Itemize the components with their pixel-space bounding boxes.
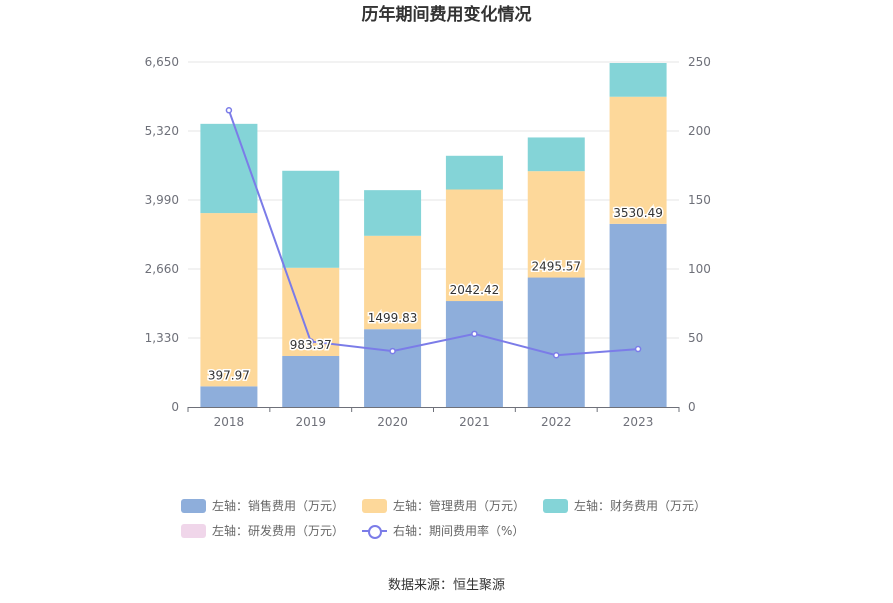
bar-segment-series-2: [200, 123, 258, 214]
right-tick-label: 50: [688, 331, 703, 345]
x-tick-label: 2021: [459, 415, 490, 429]
bar-segment-series-1: [445, 189, 503, 302]
bar-segment-series-2: [527, 137, 585, 172]
bar-segment-series-2: [364, 190, 422, 236]
left-axis-ticks: 0 1,330 2,660 3,990 5,320 6,650: [145, 55, 179, 414]
rate-point: [389, 347, 396, 355]
legend-label-rate: 右轴：期间费用率（%）: [393, 524, 525, 538]
legend-swatch-admin: [362, 498, 387, 513]
left-tick-label: 1,330: [145, 331, 179, 345]
grid-lines: [188, 61, 679, 339]
bar-segment-series-1: [200, 213, 258, 387]
data-source-note: 数据来源：恒生聚源: [387, 578, 505, 593]
left-tick-label: 6,650: [145, 55, 179, 69]
rate-point: [307, 338, 314, 345]
x-tick-label: 2023: [623, 415, 654, 429]
rate-point: [634, 345, 642, 353]
bar-segment-series-0: [200, 386, 258, 407]
sales-data-label: 397.97: [208, 368, 250, 382]
legend-label-rnd: 左轴：研发费用（万元）: [212, 524, 345, 538]
right-axis-ticks: 0 50 100 150 200 250: [688, 55, 711, 414]
bar-segment-series-2: [445, 155, 503, 190]
left-tick-label: 5,320: [145, 124, 179, 138]
bar-segment-series-0: [609, 223, 667, 407]
right-tick-label: 150: [688, 193, 711, 207]
bar-segment-series-0: [445, 301, 503, 407]
sales-data-label: 2495.57: [531, 260, 581, 274]
legend-item-admin[interactable]: 左轴：管理费用（万元）: [362, 497, 525, 514]
rate-line-series: [225, 107, 642, 359]
legend-label-finance: 左轴：财务费用（万元）: [574, 499, 707, 513]
bar-segment-series-2: [609, 63, 667, 97]
bar-segment-series-0: [364, 329, 422, 407]
right-tick-label: 200: [688, 124, 711, 138]
sales-data-label: 983.37: [290, 338, 332, 352]
legend-label-admin: 左轴：管理费用（万元）: [393, 499, 526, 513]
legend-label-sales: 左轴：销售费用（万元）: [212, 499, 345, 513]
x-tick-label: 2022: [541, 415, 572, 429]
data-labels: 397.97 983.37 1499.83 2042.42 2495.57 3530.49: [206, 204, 664, 384]
bar-segment-series-0: [282, 355, 340, 407]
bar-segment-series-2: [282, 170, 340, 268]
x-tick-label: 2020: [377, 415, 408, 429]
legend-item-rate[interactable]: 右轴：期间费用率（%）: [362, 522, 524, 539]
bar-segment-series-1: [364, 235, 422, 330]
sales-data-label: 3530.49: [613, 206, 663, 220]
legend-line-circle-icon: [362, 524, 387, 539]
left-tick-label: 0: [171, 400, 179, 414]
rate-point: [471, 330, 478, 338]
legend-swatch-sales: [181, 498, 206, 513]
legend-swatch-rnd: [181, 523, 206, 538]
rate-point: [225, 107, 233, 114]
left-tick-label: 2,660: [145, 262, 179, 276]
bar-segment-series-1: [609, 96, 667, 224]
right-tick-label: 250: [688, 55, 711, 69]
chart-title: 历年期间费用变化情况: [362, 4, 532, 25]
right-tick-label: 0: [688, 400, 696, 414]
rate-point: [553, 352, 560, 359]
sales-data-label: 1499.83: [368, 311, 418, 325]
rate-line: [227, 109, 639, 357]
bar-stack-group: [200, 63, 667, 407]
x-tick-label: 2019: [295, 415, 326, 429]
bar-segment-series-1: [527, 171, 585, 278]
legend-item-sales[interactable]: 左轴：销售费用（万元）: [181, 497, 344, 514]
legend-item-finance[interactable]: 左轴：财务费用（万元）: [543, 497, 706, 514]
x-axis: 2018 2019 2020 2021 2022 2023: [187, 407, 680, 429]
right-tick-label: 100: [688, 262, 711, 276]
sales-data-label: 2042.42: [450, 283, 500, 297]
left-tick-label: 3,990: [145, 193, 179, 207]
bar-segment-series-0: [527, 277, 585, 407]
legend-item-rnd[interactable]: 左轴：研发费用（万元）: [181, 522, 344, 539]
legend-swatch-finance: [543, 498, 568, 513]
x-tick-label: 2018: [214, 415, 245, 429]
